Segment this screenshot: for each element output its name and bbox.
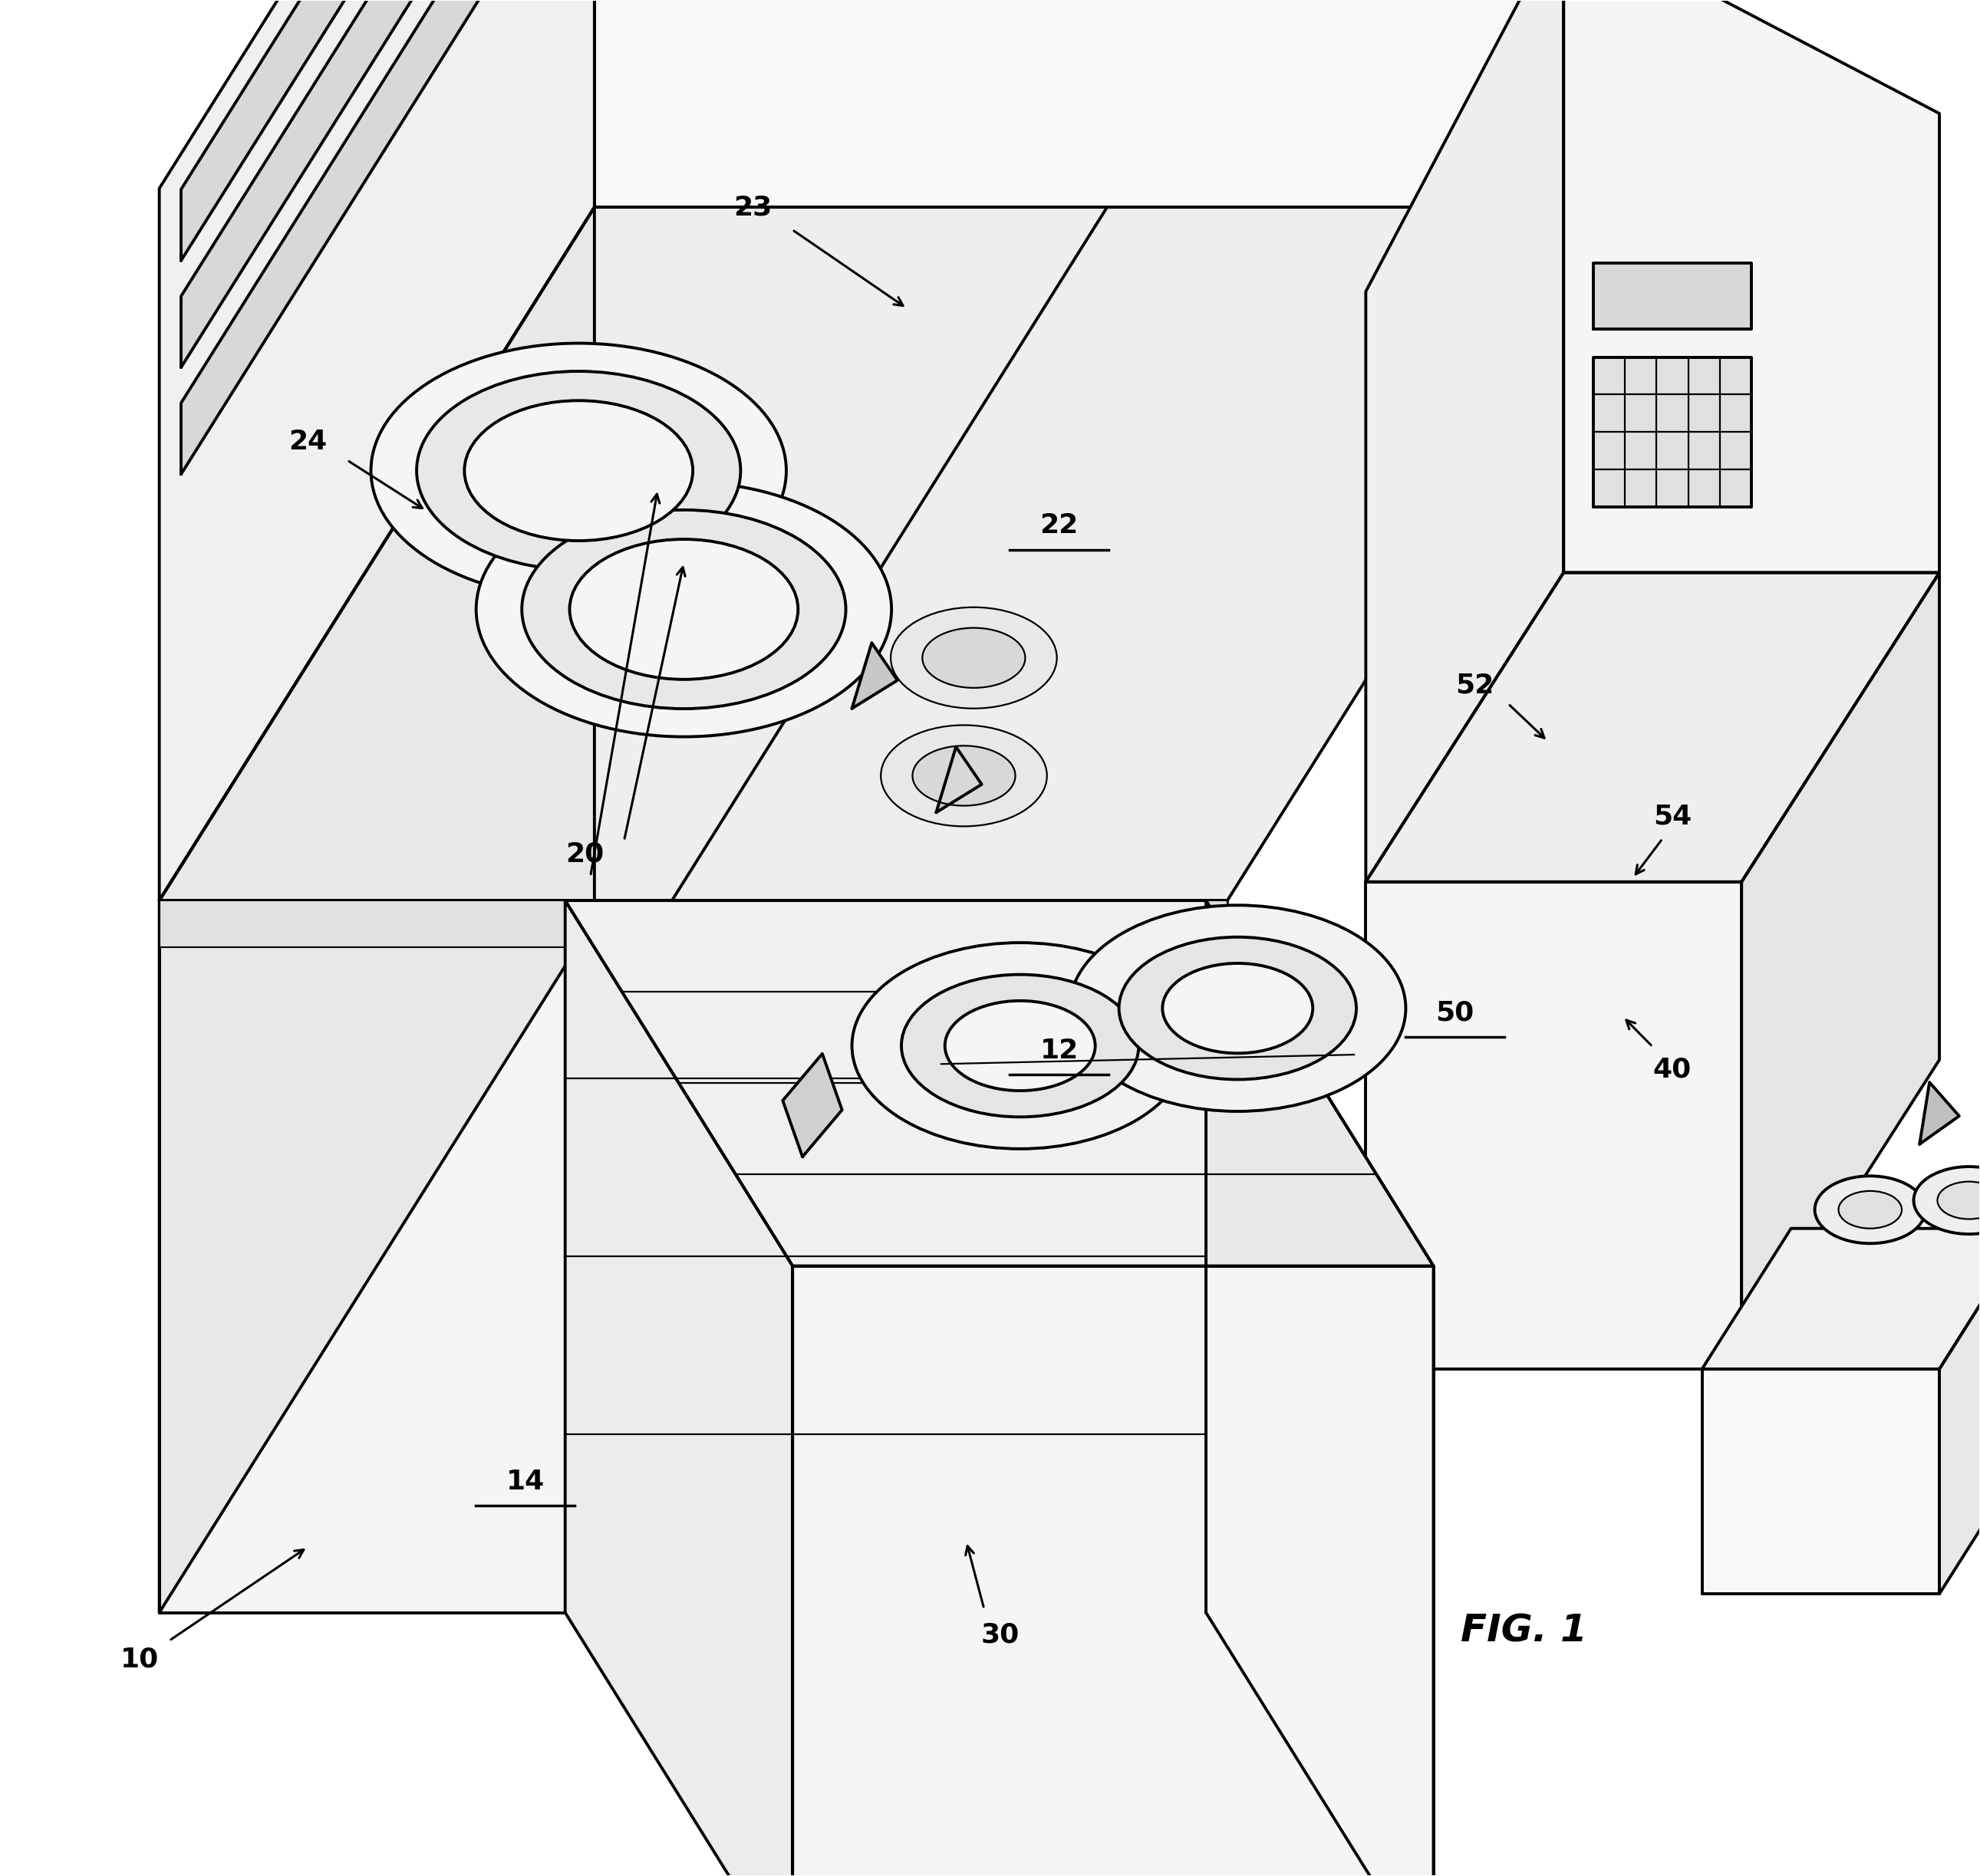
Polygon shape xyxy=(1919,1082,1958,1144)
Ellipse shape xyxy=(944,1000,1095,1090)
Polygon shape xyxy=(564,900,1434,1266)
Polygon shape xyxy=(594,0,1663,206)
Text: 14: 14 xyxy=(507,1469,545,1495)
Polygon shape xyxy=(180,0,572,261)
Text: 54: 54 xyxy=(1653,803,1691,829)
Text: 52: 52 xyxy=(1455,672,1493,698)
Text: 24: 24 xyxy=(289,428,327,454)
Text: 10: 10 xyxy=(121,1647,158,1673)
Polygon shape xyxy=(158,206,1663,900)
Ellipse shape xyxy=(1162,962,1313,1052)
Text: 40: 40 xyxy=(1653,1056,1691,1082)
Ellipse shape xyxy=(1119,938,1356,1079)
Polygon shape xyxy=(782,1054,842,1157)
Ellipse shape xyxy=(416,371,741,570)
Ellipse shape xyxy=(901,974,1138,1116)
Polygon shape xyxy=(158,0,594,900)
Polygon shape xyxy=(1366,882,1742,1369)
Ellipse shape xyxy=(1936,1182,1980,1219)
Ellipse shape xyxy=(1069,906,1406,1111)
Polygon shape xyxy=(1564,0,1938,572)
Polygon shape xyxy=(1366,572,1938,882)
Text: 22: 22 xyxy=(1040,512,1079,538)
Polygon shape xyxy=(792,1266,1434,1876)
Polygon shape xyxy=(180,0,572,368)
Polygon shape xyxy=(1594,263,1752,328)
Text: 50: 50 xyxy=(1436,1000,1473,1026)
Text: 30: 30 xyxy=(980,1623,1020,1649)
Polygon shape xyxy=(1703,1229,1980,1369)
Polygon shape xyxy=(851,643,897,709)
Ellipse shape xyxy=(1816,1176,1925,1244)
Ellipse shape xyxy=(475,482,891,737)
Text: FIG. 1: FIG. 1 xyxy=(1461,1613,1588,1649)
Polygon shape xyxy=(1742,572,1938,1369)
Polygon shape xyxy=(158,900,1228,1613)
Polygon shape xyxy=(564,900,792,1876)
Polygon shape xyxy=(158,900,1228,947)
Polygon shape xyxy=(1703,1369,1938,1595)
Ellipse shape xyxy=(923,628,1026,688)
Ellipse shape xyxy=(570,538,798,679)
Polygon shape xyxy=(937,747,982,812)
Ellipse shape xyxy=(1839,1191,1903,1229)
Polygon shape xyxy=(1366,0,1564,882)
Ellipse shape xyxy=(1913,1167,1980,1234)
Ellipse shape xyxy=(891,608,1057,709)
Ellipse shape xyxy=(370,343,786,598)
Polygon shape xyxy=(1206,900,1434,1876)
Text: 12: 12 xyxy=(1040,1037,1079,1064)
Polygon shape xyxy=(180,0,572,475)
Polygon shape xyxy=(1938,1229,1980,1595)
Ellipse shape xyxy=(881,726,1047,825)
Ellipse shape xyxy=(465,401,693,540)
Polygon shape xyxy=(1594,356,1752,507)
Ellipse shape xyxy=(851,942,1188,1148)
Text: 23: 23 xyxy=(733,193,772,219)
Text: 20: 20 xyxy=(564,840,604,867)
Ellipse shape xyxy=(523,510,845,709)
Ellipse shape xyxy=(913,747,1016,805)
Polygon shape xyxy=(158,206,594,1613)
